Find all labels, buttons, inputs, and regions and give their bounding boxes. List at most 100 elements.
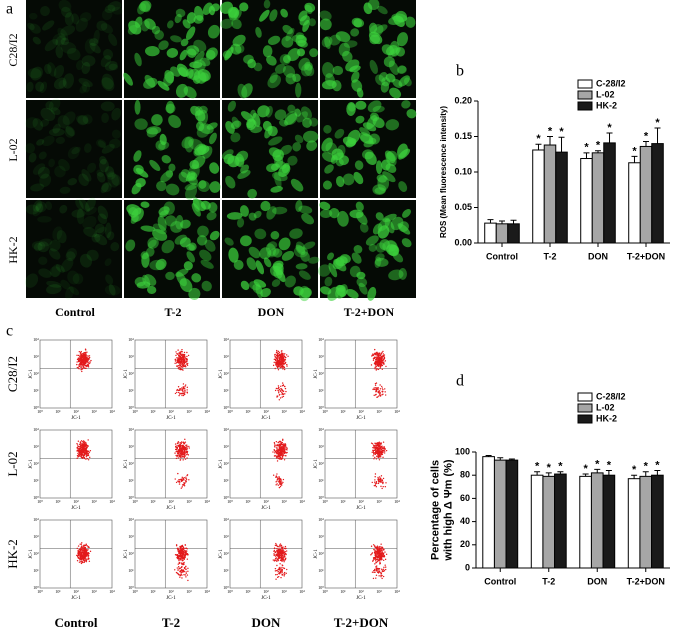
y-tick-label: 10²	[128, 461, 134, 466]
event-dot	[285, 546, 286, 547]
event-dot	[176, 357, 177, 358]
y-tick-label: 10⁰	[223, 405, 229, 410]
x-tick-label: 10³	[376, 589, 382, 594]
event-dot	[174, 569, 175, 570]
event-dot	[183, 562, 184, 563]
event-dot	[179, 551, 180, 552]
event-dot	[372, 482, 373, 483]
event-dot	[281, 568, 282, 569]
event-dot	[383, 450, 384, 451]
x-tick-label: 10¹	[150, 409, 156, 414]
event-dot	[80, 352, 81, 353]
event-dot	[87, 365, 88, 366]
event-dot	[373, 458, 374, 459]
event-dot	[186, 356, 187, 357]
event-dot	[285, 449, 286, 450]
event-dot	[79, 455, 80, 456]
y-tick-label: 10⁴	[33, 517, 39, 522]
y-tick-label: 10³	[223, 534, 229, 539]
event-dot	[277, 569, 278, 570]
event-dot	[379, 571, 380, 572]
event-dot	[275, 543, 276, 544]
event-dot	[385, 486, 386, 487]
event-dot	[379, 546, 380, 547]
y-tick-label: 10³	[318, 444, 324, 449]
event-dot	[381, 488, 382, 489]
event-dot	[83, 545, 84, 546]
event-dot	[76, 364, 77, 365]
y-axis-label: JC-1	[219, 549, 224, 559]
y-tick-label: 10⁰	[223, 585, 229, 590]
event-dot	[381, 551, 382, 552]
event-dot	[184, 352, 185, 353]
event-dot	[182, 552, 183, 553]
event-dot	[80, 357, 81, 358]
event-dot	[381, 559, 382, 560]
event-dot	[380, 478, 381, 479]
event-dot	[90, 551, 91, 552]
event-dot	[275, 552, 276, 553]
event-dot	[81, 551, 82, 552]
y-axis-label: JC-1	[29, 549, 34, 559]
event-dot	[76, 355, 77, 356]
error-bar	[487, 220, 493, 224]
event-dot	[380, 486, 381, 487]
x-tick-label: 10²	[73, 589, 79, 594]
x-tick-label: 10³	[281, 589, 287, 594]
event-dot	[186, 553, 187, 554]
event-dot	[175, 478, 176, 479]
event-dot	[81, 371, 82, 372]
event-dot	[375, 554, 376, 555]
event-dot	[277, 460, 278, 461]
event-dot	[281, 546, 282, 547]
x-axis-label: JC-1	[356, 506, 366, 511]
event-dot	[182, 558, 183, 559]
event-dot	[278, 485, 279, 486]
y-axis-label: JC-1	[314, 549, 319, 559]
event-dot	[282, 382, 283, 383]
event-dot	[85, 556, 86, 557]
x-axis-label: JC-1	[71, 506, 81, 511]
event-dot	[284, 452, 285, 453]
event-dot	[286, 447, 287, 448]
event-dot	[278, 557, 279, 558]
event-dot	[184, 449, 185, 450]
event-dot	[78, 441, 79, 442]
bar	[652, 144, 664, 243]
event-dot	[187, 558, 188, 559]
event-dot	[282, 396, 283, 397]
event-dot	[373, 578, 374, 579]
plot-frame	[230, 520, 302, 588]
event-dot	[82, 458, 83, 459]
event-dot	[374, 476, 375, 477]
event-dot	[80, 359, 81, 360]
event-dot	[276, 362, 277, 363]
event-dot	[188, 355, 189, 356]
event-dot	[182, 459, 183, 460]
bar	[506, 460, 518, 568]
event-dot	[84, 454, 85, 455]
event-dot	[280, 543, 281, 544]
event-dot	[386, 450, 387, 451]
y-tick-label: 10⁰	[33, 495, 39, 500]
bar	[629, 163, 641, 243]
event-dot	[375, 361, 376, 362]
event-dot	[183, 383, 184, 384]
event-dot	[184, 477, 185, 478]
event-dot	[283, 553, 284, 554]
event-dot	[371, 364, 372, 365]
event-dot	[176, 447, 177, 448]
event-dot	[275, 568, 276, 569]
event-dot	[377, 570, 378, 571]
event-dot	[90, 360, 91, 361]
event-dot	[278, 571, 279, 572]
event-dot	[177, 443, 178, 444]
event-dot	[79, 359, 80, 360]
event-dot	[186, 452, 187, 453]
event-dot	[76, 443, 77, 444]
x-tick-label: 10³	[186, 589, 192, 594]
error-bar	[547, 137, 553, 146]
event-dot	[381, 386, 382, 387]
event-dot	[279, 448, 280, 449]
event-dot	[278, 351, 279, 352]
